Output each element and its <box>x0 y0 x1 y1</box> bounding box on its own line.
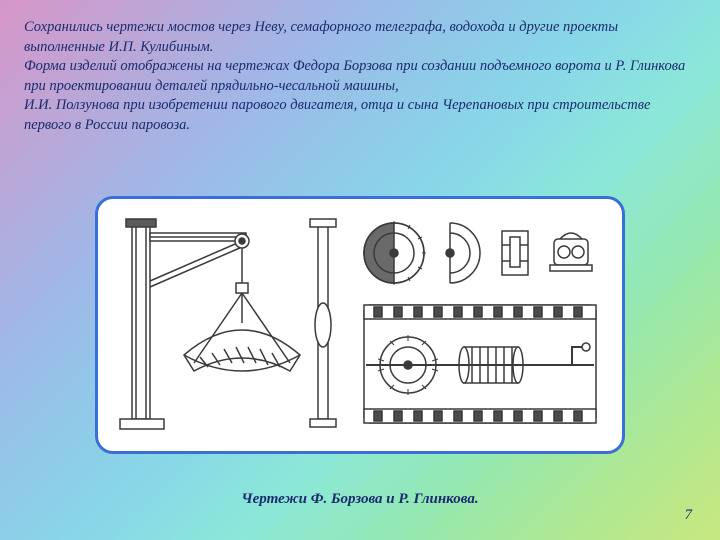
drawing-machine-parts <box>354 215 606 435</box>
drawing-crane <box>114 215 342 435</box>
figure-frame <box>95 196 625 454</box>
body-text: Сохранились чертежи мостов через Неву, с… <box>24 18 696 135</box>
slide: Сохранились чертежи мостов через Неву, с… <box>0 0 720 540</box>
paragraph-text: Сохранились чертежи мостов через Неву, с… <box>24 19 685 133</box>
figure-caption: Чертежи Ф. Борзова и Р. Глинкова. <box>0 491 720 508</box>
page-number: 7 <box>685 507 693 524</box>
